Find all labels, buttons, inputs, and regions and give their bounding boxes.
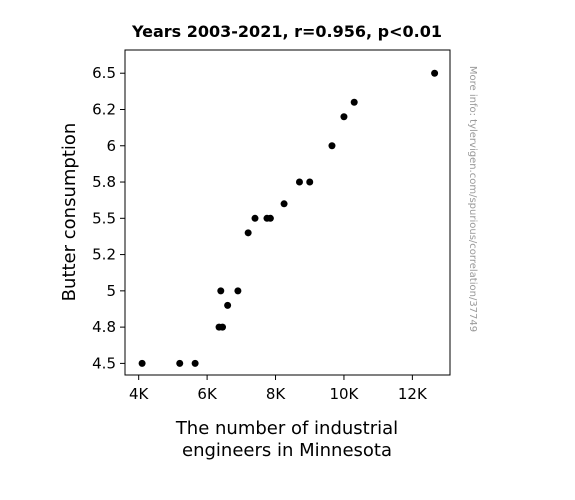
data-point-5 <box>217 287 225 295</box>
x-tick-label-4: 12K <box>398 385 428 403</box>
y-tick-label-7: 6.2 <box>92 100 116 118</box>
data-point-14 <box>306 178 314 186</box>
plot-frame <box>124 49 451 376</box>
source-note: More info: tylervigen.com/spurious/corre… <box>467 66 478 332</box>
data-point-18 <box>431 69 439 77</box>
data-point-2 <box>191 359 199 367</box>
data-point-15 <box>328 142 336 150</box>
data-point-12 <box>280 200 288 208</box>
y-tick-label-8: 6.5 <box>92 64 116 82</box>
y-tick-label-1: 4.8 <box>92 318 116 336</box>
data-point-0 <box>138 359 146 367</box>
y-axis: 4.5 4.8 5 5.2 5.5 5.8 6 6.2 6.5 <box>92 64 125 372</box>
data-point-16 <box>340 113 348 121</box>
y-tick-label-2: 5 <box>106 282 116 300</box>
data-point-13 <box>295 178 303 186</box>
y-tick-label-4: 5.5 <box>92 209 116 227</box>
y-tick-label-0: 4.5 <box>92 354 116 372</box>
x-axis-label-line-1: The number of industrial <box>175 418 398 439</box>
data-points <box>138 69 439 367</box>
data-point-11 <box>266 214 274 222</box>
data-point-6 <box>224 301 232 309</box>
y-tick-label-3: 5.2 <box>92 246 116 264</box>
data-point-4 <box>219 323 226 331</box>
data-point-17 <box>350 98 358 106</box>
data-point-1 <box>176 359 184 367</box>
y-axis-label: Butter consumption <box>59 123 80 302</box>
x-tick-label-0: 4K <box>129 385 150 403</box>
data-point-8 <box>244 229 252 237</box>
x-axis: 4K 6K 8K 10K 12K <box>129 375 428 403</box>
data-point-7 <box>234 287 242 295</box>
y-tick-label-6: 6 <box>106 137 116 155</box>
y-tick-label-5: 5.8 <box>92 173 116 191</box>
x-tick-label-1: 6K <box>197 385 218 403</box>
x-axis-label-line-2: engineers in Minnesota <box>182 440 392 461</box>
chart-title: Years 2003-2021, r=0.956, p<0.01 <box>131 22 442 41</box>
data-point-9 <box>251 214 259 222</box>
x-tick-label-3: 10K <box>329 385 359 403</box>
x-tick-label-2: 8K <box>266 385 287 403</box>
